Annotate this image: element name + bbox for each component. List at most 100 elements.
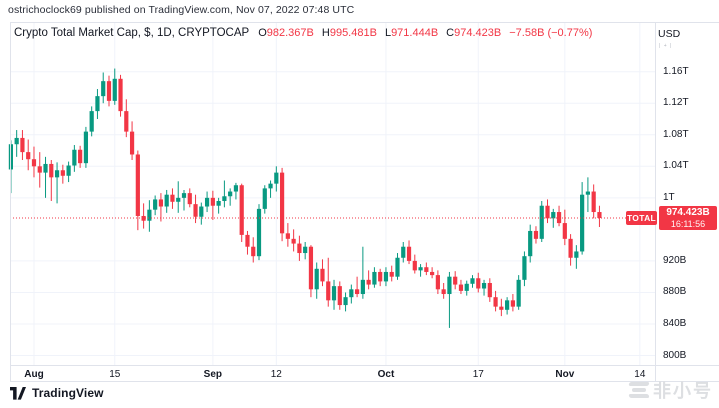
tradingview-logo-icon [10,386,26,400]
low-value: L971.444B [384,27,439,39]
price-tick-label: 1.08T [663,128,689,140]
candle-body [378,271,383,282]
candle-body [135,154,140,216]
axis-scale-adjust-icon[interactable]: | + | [659,43,673,49]
close-value: C974.423B [446,27,502,39]
candle-body [383,271,389,282]
candle-body [78,149,83,164]
price-line-flag: TOTAL [626,211,657,225]
candle-body [574,251,579,258]
candle-body [112,78,117,101]
candle-body [308,246,314,290]
candle-body [487,282,492,298]
candle-body [303,246,308,254]
candle-body [516,279,521,307]
candle-body [54,170,60,178]
candle-body [124,111,129,132]
time-tick-label: 14 [634,369,646,380]
publish-line: ostrichoclock69 published on TradingView… [8,4,355,16]
time-tick-label: Nov [555,369,575,380]
candle-body [320,268,325,282]
candle-body [360,279,365,295]
candle-body [228,191,233,197]
price-tick-label: 1T [663,191,675,203]
candle-body [83,131,89,164]
candle-body [268,183,273,189]
candle-body [528,230,533,257]
price-tick-label: 880B [663,286,687,298]
candle-body [597,212,602,219]
candle-body [447,276,452,295]
candle-body [585,191,590,195]
candle-body [147,209,152,221]
bar-countdown: 16:11:56 [670,219,706,229]
candle-body [551,212,556,219]
tradingview-attribution[interactable]: TradingView [10,386,104,400]
candle-body [314,268,319,290]
currency-label: USD [658,28,681,40]
candle-body [562,223,567,239]
candle-body [522,256,527,280]
candle-body [481,282,487,289]
candle-body [470,278,475,284]
candle-body [31,159,37,167]
tradingview-wordmark: TradingView [32,386,104,400]
candle-body [580,194,585,252]
price-tick-label: 920B [663,254,687,266]
candle-body [453,276,458,285]
candle-body [441,289,446,295]
candle-body [170,194,175,202]
candle-body [20,137,25,153]
high-value: H995.481B [321,27,377,39]
candle-body [199,206,204,217]
candle-body [458,284,464,291]
open-value: O982.367B [258,27,314,39]
candle-body [89,111,94,132]
price-tick-label: 800B [663,349,687,361]
candle-body [14,137,19,145]
time-tick-label: Sep [203,369,223,380]
candle-body [164,194,169,207]
feixiaohao-logo-icon [628,381,650,399]
candle-body [239,185,244,235]
candle-body [193,204,198,217]
price-tick-label: 1.04T [663,160,689,172]
chart-bottom-border [10,381,719,382]
candle-body [43,163,48,173]
time-tick-label: Oct [377,369,395,380]
candle-body [60,170,65,176]
price-axis-separator [655,22,656,381]
ohlc-values: O982.367B H995.481B L971.444B C974.423B … [258,27,592,39]
candle-body [210,197,215,206]
candle-body [401,246,406,258]
candle-body [37,166,42,173]
candle-body [493,297,498,307]
candle-body [141,215,146,221]
site-watermark-text: 非小号 [653,381,713,401]
candle-body [26,152,31,160]
candle-body [349,289,354,298]
candle-body [464,283,469,291]
last-price-tag: 974.423B 16:11:56 [659,206,717,230]
symbol-title: Crypto Total Market Cap, $, 1D, CRYPTOCA… [14,27,250,39]
candle-body [539,205,544,239]
chart-left-border [10,22,11,381]
price-tick-label: 840B [663,317,687,329]
candle-body [216,200,221,206]
time-tick-label: 12 [270,369,282,380]
candle-body [158,199,164,207]
price-tick-label: 1.16T [663,65,689,77]
candle-body [95,96,100,112]
candle-body [49,163,54,178]
chart-top-border [10,22,719,23]
chart-legend: Crypto Total Market Cap, $, 1D, CRYPTOCA… [14,27,592,39]
candle-body [245,234,250,247]
candle-body [395,257,400,277]
candle-body [355,289,360,295]
candle-body [337,286,342,306]
time-axis-separator [10,365,719,366]
candle-body [118,78,123,112]
candle-body [251,246,256,257]
candle-body [505,300,510,310]
